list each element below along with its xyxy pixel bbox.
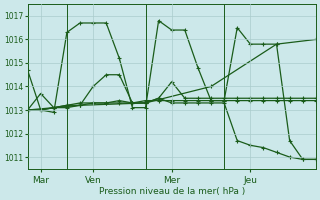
- X-axis label: Pression niveau de la mer( hPa ): Pression niveau de la mer( hPa ): [99, 187, 245, 196]
